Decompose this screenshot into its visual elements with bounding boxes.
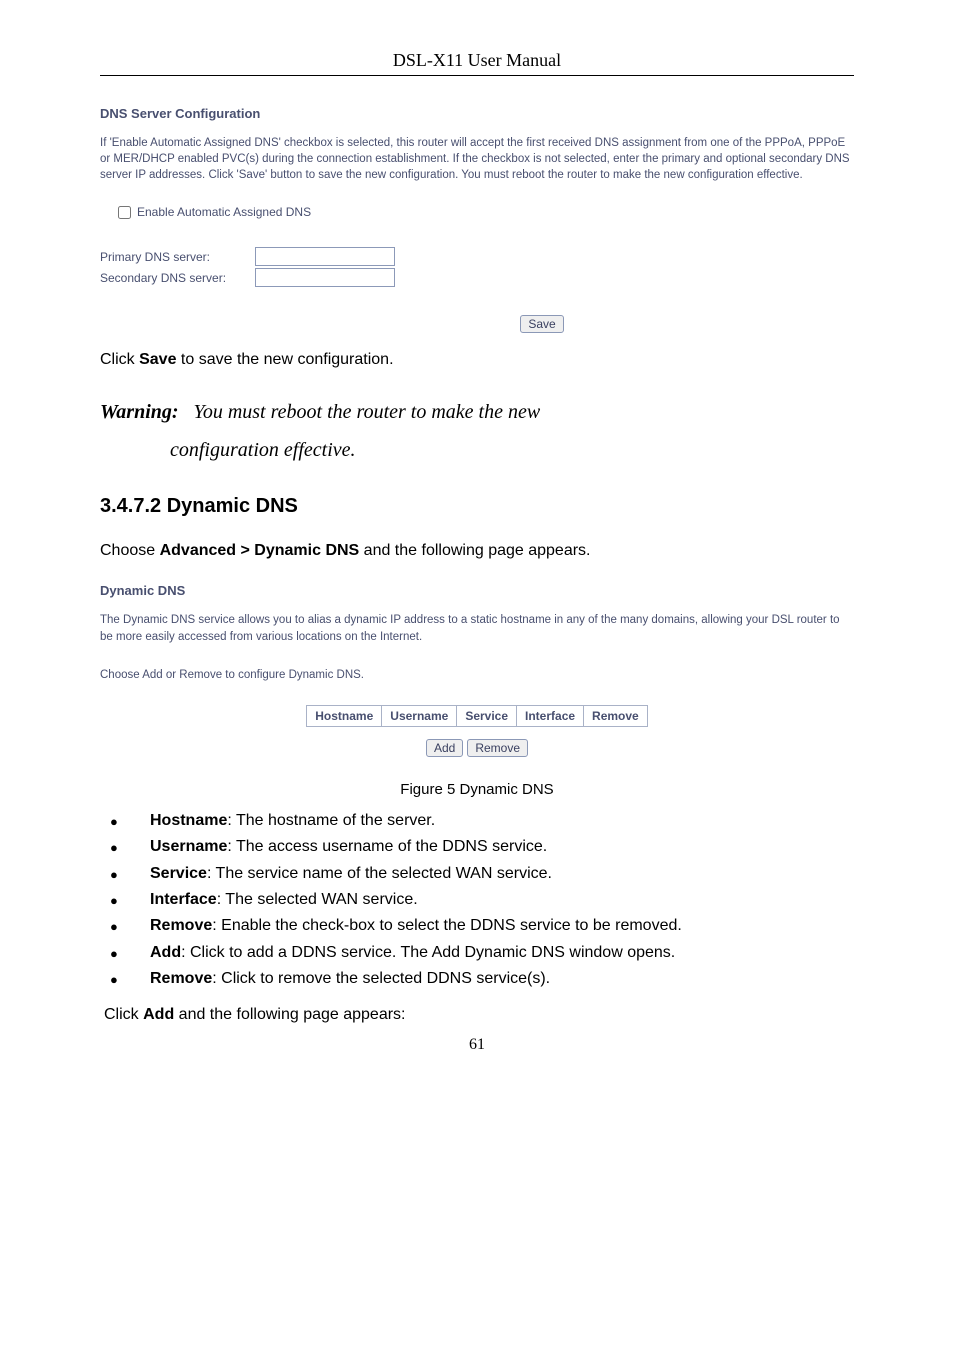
enable-auto-dns-label: Enable Automatic Assigned DNS (137, 205, 311, 219)
warning-label: Warning: (100, 401, 179, 423)
bullet-username-text: : The access username of the DDNS servic… (227, 838, 547, 855)
bullet-service: Service: The service name of the selecte… (100, 861, 854, 887)
remove-button[interactable]: Remove (467, 739, 528, 757)
choose-bold: Advanced > Dynamic DNS (160, 542, 360, 559)
dyndns-subdescription: Choose Add or Remove to configure Dynami… (100, 667, 854, 683)
bullet-remove-text: : Enable the check-box to select the DDN… (212, 917, 682, 934)
warning-line1: You must reboot the router to make the n… (194, 401, 541, 423)
dyndns-heading: Dynamic DNS (100, 583, 854, 598)
add-instr-post: and the following page appears: (174, 1006, 405, 1023)
enable-auto-dns-checkbox[interactable] (118, 206, 131, 219)
save-instr-pre: Click (100, 351, 139, 368)
dyndns-description: The Dynamic DNS service allows you to al… (100, 612, 854, 644)
bullet-username: Username: The access username of the DDN… (100, 834, 854, 860)
warning-block: Warning: You must reboot the router to m… (100, 393, 854, 469)
bullet-add-bold: Add (150, 944, 181, 961)
bullet-hostname: Hostname: The hostname of the server. (100, 808, 854, 834)
secondary-dns-input[interactable] (255, 268, 395, 287)
bullet-interface: Interface: The selected WAN service. (100, 887, 854, 913)
choose-post: and the following page appears. (359, 542, 590, 559)
col-service: Service (457, 705, 517, 726)
dns-config-title: DNS Server Configuration (100, 106, 854, 121)
choose-pre: Choose (100, 542, 160, 559)
dyndns-section-title: 3.4.7.2 Dynamic DNS (100, 495, 854, 518)
col-remove: Remove (584, 705, 648, 726)
bullet-hostname-text: : The hostname of the server. (227, 812, 435, 829)
ddns-table: Hostname Username Service Interface Remo… (306, 705, 647, 727)
bullet-interface-bold: Interface (150, 891, 217, 908)
save-instr-bold: Save (139, 351, 176, 368)
bullet-remove: Remove: Enable the check-box to select t… (100, 913, 854, 939)
dns-config-description: If 'Enable Automatic Assigned DNS' check… (100, 135, 854, 183)
secondary-dns-label: Secondary DNS server: (100, 271, 255, 285)
dyndns-choose-text: Choose Advanced > Dynamic DNS and the fo… (100, 538, 854, 564)
save-instr-post: to save the new configuration. (176, 351, 393, 368)
add-instr-pre: Click (104, 1006, 143, 1023)
bullet-service-text: : The service name of the selected WAN s… (207, 865, 552, 882)
col-username: Username (382, 705, 457, 726)
figure-caption: Figure 5 Dynamic DNS (100, 781, 854, 798)
bullet-remove2: Remove: Click to remove the selected DDN… (100, 966, 854, 992)
save-button[interactable]: Save (520, 315, 563, 333)
bullet-add: Add: Click to add a DDNS service. The Ad… (100, 940, 854, 966)
col-hostname: Hostname (307, 705, 382, 726)
save-instruction-text: Click Save to save the new configuration… (100, 347, 854, 373)
feature-bullets: Hostname: The hostname of the server. Us… (100, 808, 854, 993)
bullet-interface-text: : The selected WAN service. (217, 891, 418, 908)
primary-dns-input[interactable] (255, 247, 395, 266)
bullet-remove-bold: Remove (150, 917, 212, 934)
primary-dns-label: Primary DNS server: (100, 250, 255, 264)
bullet-service-bold: Service (150, 865, 207, 882)
bullet-add-text: : Click to add a DDNS service. The Add D… (181, 944, 675, 961)
page-number: 61 (100, 1036, 854, 1054)
add-instruction-text: Click Add and the following page appears… (104, 1002, 854, 1028)
bullet-remove2-bold: Remove (150, 970, 212, 987)
col-interface: Interface (517, 705, 584, 726)
add-instr-bold: Add (143, 1006, 174, 1023)
ddns-table-header-row: Hostname Username Service Interface Remo… (307, 705, 647, 726)
bullet-remove2-text: : Click to remove the selected DDNS serv… (212, 970, 550, 987)
page-header-title: DSL-X11 User Manual (100, 50, 854, 76)
bullet-hostname-bold: Hostname (150, 812, 227, 829)
add-button[interactable]: Add (426, 739, 463, 757)
warning-line2: configuration effective. (100, 431, 854, 469)
bullet-username-bold: Username (150, 838, 227, 855)
